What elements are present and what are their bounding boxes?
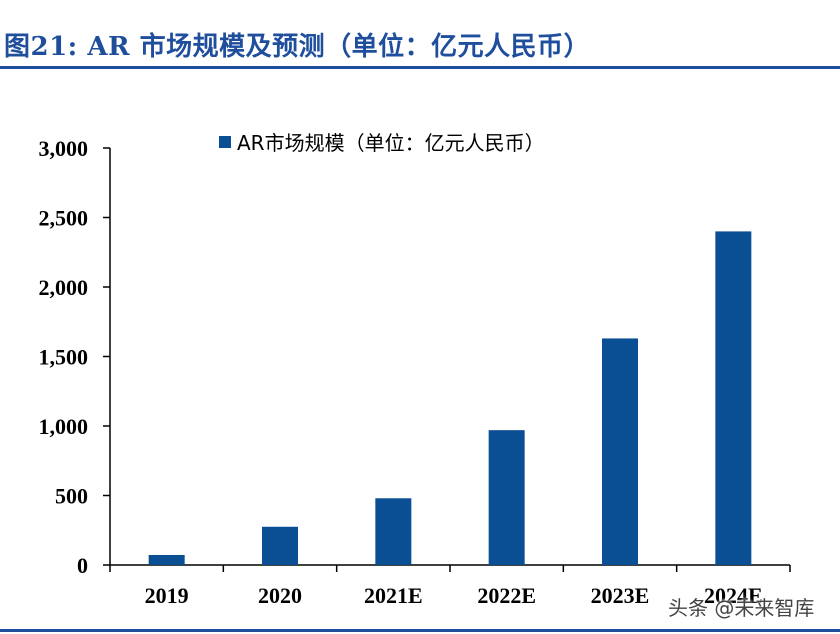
watermark: 头条 @未来智库 — [668, 596, 815, 620]
bar — [262, 526, 298, 565]
x-tick-label: 2020 — [258, 583, 302, 608]
x-tick-label: 2024E — [704, 583, 763, 608]
legend-swatch — [219, 136, 231, 148]
x-tick-label: 2023E — [591, 583, 650, 608]
y-tick-label: 1,000 — [39, 414, 89, 439]
legend-label: AR市场规模（单位：亿元人民币） — [237, 131, 545, 155]
y-tick-label: 0 — [77, 553, 88, 578]
x-tick-label: 2022E — [477, 583, 536, 608]
bottom-rule — [0, 629, 840, 632]
figure-title: 图21: AR 市场规模及预测（单位：亿元人民币） — [4, 32, 591, 62]
y-tick-label: 1,500 — [39, 345, 89, 370]
bar — [148, 554, 185, 565]
y-tick-label: 500 — [55, 484, 88, 509]
bar — [488, 430, 525, 565]
axes: 0 500 1,000 1,500 2,000 2,500 3,000 2019 2020 202… — [39, 136, 791, 608]
y-tick-label: 2,000 — [39, 275, 89, 300]
y-tick-label: 3,000 — [39, 136, 89, 161]
bar — [602, 338, 638, 565]
y-tick-label: 2,500 — [39, 206, 89, 231]
bars — [148, 231, 752, 565]
bar — [375, 498, 412, 565]
title-rule — [0, 66, 840, 69]
x-tick-label: 2021E — [364, 583, 423, 608]
x-tick-label: 2019 — [145, 583, 189, 608]
bar — [715, 231, 752, 565]
legend: AR市场规模（单位：亿元人民币） — [219, 131, 545, 155]
